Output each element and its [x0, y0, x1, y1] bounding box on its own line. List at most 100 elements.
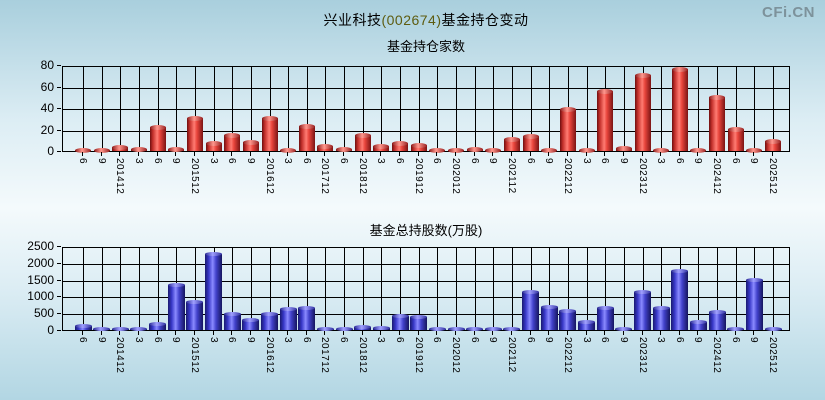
bar — [336, 146, 352, 152]
bar — [672, 66, 688, 151]
x-axis-label: 202112 — [506, 337, 517, 373]
bar — [467, 146, 483, 152]
x-tick — [343, 152, 344, 156]
bar-cap — [206, 140, 222, 146]
y-axis-label: 20 — [40, 122, 54, 137]
bar-cap — [168, 283, 185, 287]
bar-cap — [336, 327, 353, 331]
bar-cap — [541, 147, 557, 153]
bar — [373, 143, 389, 151]
bar — [280, 147, 296, 153]
bar — [355, 132, 371, 151]
x-axis-label: 6 — [469, 158, 480, 165]
x-grid-line — [400, 67, 401, 151]
x-tick — [474, 331, 475, 335]
bar — [205, 252, 222, 330]
bar — [261, 312, 278, 330]
bar — [579, 147, 595, 153]
bar-cap — [466, 327, 483, 331]
x-axis-label: 201812 — [357, 158, 368, 195]
x-axis-label: 3 — [208, 158, 219, 165]
x-grid-line — [139, 248, 140, 330]
bar-cap — [429, 327, 446, 331]
bar — [634, 290, 651, 330]
x-grid-line — [214, 67, 215, 151]
x-axis-label: 3 — [282, 158, 293, 165]
x-grid-line — [381, 248, 382, 330]
bar — [690, 320, 707, 330]
bar-cap — [728, 126, 744, 132]
x-axis-label: 9 — [748, 337, 759, 344]
x-tick — [642, 331, 643, 335]
bar-cap — [615, 327, 632, 331]
x-grid-line — [661, 67, 662, 151]
bar-cap — [578, 320, 595, 324]
x-grid-line — [251, 248, 252, 330]
x-grid-line — [512, 67, 513, 151]
bar-cap — [559, 309, 576, 313]
x-grid-line — [102, 67, 103, 151]
x-tick — [101, 152, 102, 156]
bar — [186, 300, 203, 330]
x-axis-label: 3 — [581, 337, 592, 344]
x-grid-line — [717, 248, 718, 330]
x-grid-line — [493, 67, 494, 151]
x-tick — [175, 152, 176, 156]
x-tick — [642, 152, 643, 156]
x-grid-line — [475, 248, 476, 330]
x-tick — [287, 152, 288, 156]
bar-cap — [93, 327, 110, 331]
x-grid-line — [587, 248, 588, 330]
y-axis-label: 1000 — [27, 289, 54, 304]
bar-cap — [709, 94, 725, 100]
x-grid-line — [139, 67, 140, 151]
x-axis-label: 3 — [655, 337, 666, 344]
x-axis-label: 6 — [338, 337, 349, 344]
y-tick — [57, 246, 61, 247]
bar — [485, 147, 501, 153]
bar — [112, 327, 129, 331]
bar-cap — [261, 312, 278, 316]
x-tick — [511, 331, 512, 335]
y-axis-label: 0 — [47, 144, 54, 158]
x-tick — [269, 331, 270, 335]
x-axis-label: 6 — [674, 158, 685, 165]
x-tick — [530, 331, 531, 335]
x-grid-line — [325, 248, 326, 330]
x-tick — [324, 331, 325, 335]
x-grid-line — [381, 67, 382, 151]
x-axis-label: 6 — [152, 158, 163, 165]
x-tick — [604, 152, 605, 156]
x-grid-line — [624, 67, 625, 151]
bar — [94, 147, 110, 153]
bar — [262, 115, 278, 151]
x-tick — [679, 331, 680, 335]
x-grid-line — [698, 67, 699, 151]
bar — [504, 136, 520, 151]
bar-cap — [149, 322, 166, 326]
x-grid-line — [587, 67, 588, 151]
cfi-logo: CFi.CN — [762, 4, 815, 21]
x-axis-label: 201612 — [264, 158, 275, 195]
bar-cap — [709, 310, 726, 314]
y-grid-line — [63, 87, 789, 89]
y-grid-line — [63, 280, 789, 282]
bar — [522, 290, 539, 330]
x-grid-line — [363, 248, 364, 330]
x-grid-line — [456, 67, 457, 151]
bar-cap — [410, 315, 427, 319]
x-grid-line — [531, 248, 532, 330]
x-axis-label: 6 — [431, 337, 442, 344]
x-axis-label: 3 — [208, 337, 219, 344]
y-tick — [57, 296, 61, 298]
x-grid-line — [363, 67, 364, 151]
x-axis-label: 202512 — [767, 158, 778, 195]
x-tick — [194, 152, 195, 156]
x-axis-label: 6 — [525, 337, 536, 344]
x-axis-label: 201812 — [357, 337, 368, 374]
bar — [616, 145, 632, 151]
bar — [93, 327, 110, 331]
bar — [392, 140, 408, 151]
x-axis-label: 6 — [226, 158, 237, 165]
bar-cap — [429, 147, 445, 153]
